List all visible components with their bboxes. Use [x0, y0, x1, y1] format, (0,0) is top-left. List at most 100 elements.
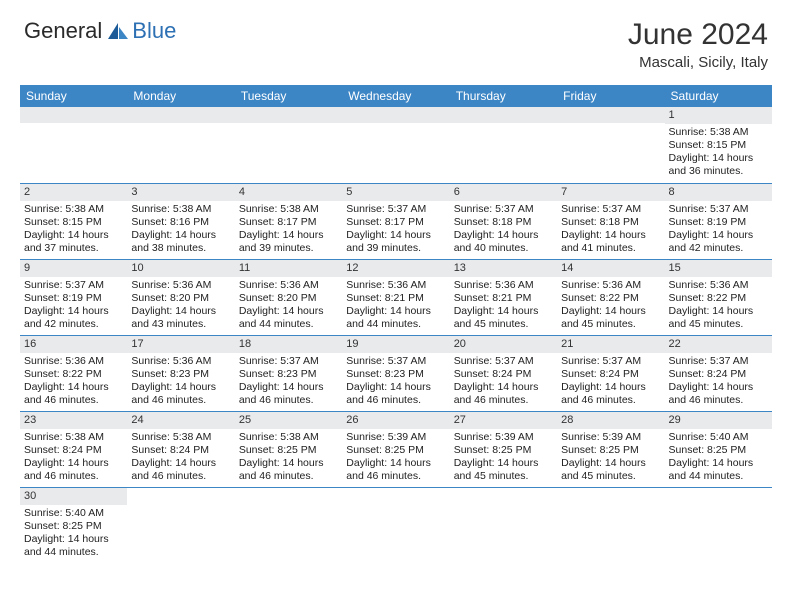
calendar-cell [127, 107, 234, 183]
day-details: Sunrise: 5:40 AMSunset: 8:25 PMDaylight:… [665, 429, 772, 486]
day-number: 14 [557, 260, 664, 277]
calendar-cell: 3Sunrise: 5:38 AMSunset: 8:16 PMDaylight… [127, 183, 234, 259]
daylight-line: Daylight: 14 hours and 46 minutes. [454, 381, 553, 407]
empty-daynum [557, 107, 664, 123]
sunrise-line: Sunrise: 5:39 AM [561, 431, 660, 444]
calendar-cell [450, 487, 557, 563]
day-number: 25 [235, 412, 342, 429]
daylight-line: Daylight: 14 hours and 40 minutes. [454, 229, 553, 255]
sunrise-line: Sunrise: 5:38 AM [239, 203, 338, 216]
daylight-line: Daylight: 14 hours and 44 minutes. [669, 457, 768, 483]
calendar-cell: 22Sunrise: 5:37 AMSunset: 8:24 PMDayligh… [665, 335, 772, 411]
logo-text-blue: Blue [132, 18, 176, 44]
sunset-line: Sunset: 8:17 PM [346, 216, 445, 229]
sunset-line: Sunset: 8:22 PM [24, 368, 123, 381]
sunset-line: Sunset: 8:22 PM [669, 292, 768, 305]
month-title: June 2024 [628, 18, 768, 52]
sunrise-line: Sunrise: 5:37 AM [346, 203, 445, 216]
sunrise-line: Sunrise: 5:40 AM [24, 507, 123, 520]
day-number: 11 [235, 260, 342, 277]
calendar-cell: 28Sunrise: 5:39 AMSunset: 8:25 PMDayligh… [557, 411, 664, 487]
calendar-cell: 4Sunrise: 5:38 AMSunset: 8:17 PMDaylight… [235, 183, 342, 259]
calendar-cell: 23Sunrise: 5:38 AMSunset: 8:24 PMDayligh… [20, 411, 127, 487]
day-number: 22 [665, 336, 772, 353]
logo: General Blue [24, 18, 176, 44]
daylight-line: Daylight: 14 hours and 39 minutes. [346, 229, 445, 255]
sunset-line: Sunset: 8:18 PM [454, 216, 553, 229]
weekday-header: Wednesday [342, 85, 449, 107]
sunset-line: Sunset: 8:22 PM [561, 292, 660, 305]
calendar-cell: 10Sunrise: 5:36 AMSunset: 8:20 PMDayligh… [127, 259, 234, 335]
daylight-line: Daylight: 14 hours and 46 minutes. [131, 457, 230, 483]
calendar-cell: 18Sunrise: 5:37 AMSunset: 8:23 PMDayligh… [235, 335, 342, 411]
sunset-line: Sunset: 8:25 PM [561, 444, 660, 457]
sail-icon [106, 21, 130, 41]
empty-daynum [20, 107, 127, 123]
day-number: 18 [235, 336, 342, 353]
sunset-line: Sunset: 8:24 PM [131, 444, 230, 457]
calendar-row: 2Sunrise: 5:38 AMSunset: 8:15 PMDaylight… [20, 183, 772, 259]
day-details: Sunrise: 5:39 AMSunset: 8:25 PMDaylight:… [342, 429, 449, 486]
calendar-row: 16Sunrise: 5:36 AMSunset: 8:22 PMDayligh… [20, 335, 772, 411]
day-number: 5 [342, 184, 449, 201]
calendar-cell [342, 487, 449, 563]
calendar-table: Sunday Monday Tuesday Wednesday Thursday… [20, 85, 772, 563]
day-details: Sunrise: 5:37 AMSunset: 8:24 PMDaylight:… [665, 353, 772, 410]
daylight-line: Daylight: 14 hours and 46 minutes. [346, 457, 445, 483]
day-details: Sunrise: 5:38 AMSunset: 8:15 PMDaylight:… [665, 124, 772, 181]
calendar-cell: 24 Sunrise: 5:38 AMSunset: 8:24 PMDayligh… [127, 411, 234, 487]
calendar-cell: 11Sunrise: 5:36 AMSunset: 8:20 PMDayligh… [235, 259, 342, 335]
calendar-cell: 29Sunrise: 5:40 AMSunset: 8:25 PMDayligh… [665, 411, 772, 487]
day-details: Sunrise: 5:39 AMSunset: 8:25 PMDaylight:… [450, 429, 557, 486]
calendar-cell: 12Sunrise: 5:36 AMSunset: 8:21 PMDayligh… [342, 259, 449, 335]
daylight-line: Daylight: 14 hours and 41 minutes. [561, 229, 660, 255]
sunrise-line: Sunrise: 5:38 AM [239, 431, 338, 444]
day-number: 30 [20, 488, 127, 505]
daylight-line: Daylight: 14 hours and 45 minutes. [669, 305, 768, 331]
sunrise-line: Sunrise: 5:39 AM [346, 431, 445, 444]
day-details: Sunrise: 5:36 AMSunset: 8:21 PMDaylight:… [342, 277, 449, 334]
day-number: 19 [342, 336, 449, 353]
sunset-line: Sunset: 8:24 PM [454, 368, 553, 381]
day-number: 4 [235, 184, 342, 201]
sunrise-line: Sunrise: 5:37 AM [669, 203, 768, 216]
day-number: 21 [557, 336, 664, 353]
sunrise-line: Sunrise: 5:36 AM [561, 279, 660, 292]
sunrise-line: Sunrise: 5:36 AM [239, 279, 338, 292]
sunrise-line: Sunrise: 5:38 AM [24, 203, 123, 216]
sunset-line: Sunset: 8:25 PM [24, 520, 123, 533]
sunset-line: Sunset: 8:23 PM [131, 368, 230, 381]
sunrise-line: Sunrise: 5:38 AM [131, 431, 230, 444]
day-number: 27 [450, 412, 557, 429]
day-number: 26 [342, 412, 449, 429]
day-details: Sunrise: 5:36 AMSunset: 8:23 PMDaylight:… [127, 353, 234, 410]
day-details: Sunrise: 5:36 AMSunset: 8:21 PMDaylight:… [450, 277, 557, 334]
sunrise-line: Sunrise: 5:36 AM [346, 279, 445, 292]
sunrise-line: Sunrise: 5:37 AM [561, 355, 660, 368]
weekday-header: Monday [127, 85, 234, 107]
daylight-line: Daylight: 14 hours and 46 minutes. [24, 457, 123, 483]
weekday-header: Thursday [450, 85, 557, 107]
calendar-cell [450, 107, 557, 183]
calendar-row: 9Sunrise: 5:37 AMSunset: 8:19 PMDaylight… [20, 259, 772, 335]
daylight-line: Daylight: 14 hours and 46 minutes. [561, 381, 660, 407]
calendar-cell [127, 487, 234, 563]
logo-text-general: General [24, 18, 102, 44]
day-number: 1 [665, 107, 772, 124]
sunset-line: Sunset: 8:16 PM [131, 216, 230, 229]
day-details: Sunrise: 5:37 AMSunset: 8:19 PMDaylight:… [20, 277, 127, 334]
day-details: Sunrise: 5:36 AMSunset: 8:22 PMDaylight:… [665, 277, 772, 334]
sunrise-line: Sunrise: 5:37 AM [239, 355, 338, 368]
day-number: 3 [127, 184, 234, 201]
calendar-cell: 17Sunrise: 5:36 AMSunset: 8:23 PMDayligh… [127, 335, 234, 411]
day-number: 24 [127, 412, 234, 429]
daylight-line: Daylight: 14 hours and 46 minutes. [239, 457, 338, 483]
sunrise-line: Sunrise: 5:36 AM [669, 279, 768, 292]
day-details: Sunrise: 5:38 AMSunset: 8:16 PMDaylight:… [127, 201, 234, 258]
day-number: 17 [127, 336, 234, 353]
calendar-cell [235, 487, 342, 563]
day-details: Sunrise: 5:37 AMSunset: 8:24 PMDaylight:… [557, 353, 664, 410]
daylight-line: Daylight: 14 hours and 42 minutes. [669, 229, 768, 255]
calendar-row: 1Sunrise: 5:38 AMSunset: 8:15 PMDaylight… [20, 107, 772, 183]
day-number: 12 [342, 260, 449, 277]
